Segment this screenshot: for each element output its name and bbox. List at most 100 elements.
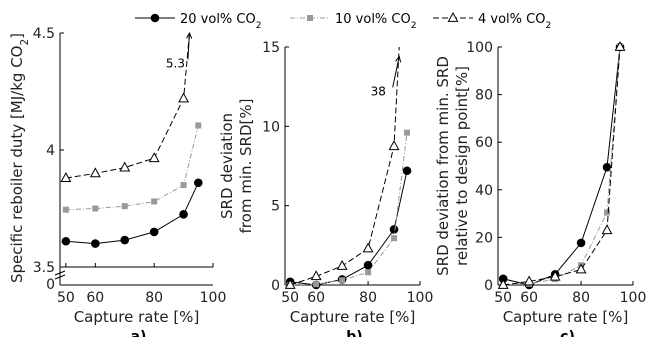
- data-point: [549, 270, 561, 281]
- x-tick-label: 50: [494, 290, 512, 306]
- y-tick-label: 0: [484, 278, 493, 294]
- y-axis-title: SRD deviation: [218, 113, 236, 219]
- y-tick-label-zero: 0: [46, 277, 55, 293]
- series-line: [290, 170, 408, 286]
- x-axis-title: Capture rate [%]: [503, 308, 629, 326]
- series-s10: [287, 129, 411, 288]
- panel-label: a): [131, 329, 147, 337]
- data-point: [402, 166, 412, 176]
- data-point: [89, 167, 101, 178]
- series-s4: [284, 46, 400, 289]
- data-point: [391, 235, 398, 242]
- data-point: [148, 152, 160, 163]
- data-point: [497, 278, 509, 289]
- x-axis-title: Capture rate [%]: [74, 308, 200, 326]
- data-point: [404, 129, 411, 136]
- legend-item-s4: 4 vol% CO2: [433, 11, 551, 31]
- annotation-arrowhead: [395, 55, 402, 63]
- y-axis-title: Specific reboiler duty [MJ/kg CO2]: [8, 33, 31, 283]
- series-s10: [62, 122, 202, 213]
- annotation-arrowhead: [186, 31, 193, 39]
- data-point: [178, 92, 190, 103]
- y-tick-label: 4: [46, 143, 55, 159]
- data-point: [363, 260, 373, 270]
- data-point: [61, 236, 71, 246]
- x-tick-label: 60: [307, 290, 325, 306]
- y-tick-label: 80: [475, 88, 493, 104]
- panel-label: c): [560, 329, 575, 337]
- data-point: [151, 198, 158, 205]
- data-point: [575, 263, 587, 274]
- data-point: [121, 203, 128, 210]
- data-point: [92, 205, 99, 212]
- y-tick-label: 4.5: [33, 26, 55, 42]
- data-point: [602, 162, 612, 172]
- legend-label: 20 vol% CO2: [180, 12, 262, 31]
- data-point: [601, 224, 613, 235]
- data-point: [523, 275, 535, 286]
- series-s4: [60, 32, 190, 182]
- x-tick-label: 60: [520, 290, 538, 306]
- x-tick-label: 80: [572, 290, 590, 306]
- series-s20: [61, 178, 203, 248]
- annotation-arrow: [392, 56, 400, 88]
- x-tick-label: 100: [407, 290, 434, 306]
- data-point: [604, 209, 611, 216]
- annotation-arrow: [187, 32, 190, 60]
- panel-b: 50 60 80 100 0 5 10 15 Capture rate [%] b) SRD dev…: [218, 40, 433, 337]
- series-s4: [497, 40, 626, 289]
- x-tick-label: 100: [620, 290, 647, 306]
- series-line: [503, 46, 621, 286]
- series-s20: [498, 42, 625, 290]
- x-tick-label: 80: [145, 290, 163, 306]
- data-point: [313, 281, 320, 288]
- legend-label: 4 vol% CO2: [478, 12, 551, 31]
- y-tick-label: 5: [271, 199, 280, 215]
- data-point: [365, 269, 372, 276]
- legend-marker: [447, 11, 459, 22]
- x-tick-label: 50: [281, 290, 299, 306]
- x-tick-label: 80: [359, 290, 377, 306]
- data-point: [149, 227, 159, 237]
- legend-item-s10: 10 vol% CO2: [290, 12, 417, 31]
- panel-label: b): [346, 329, 362, 337]
- x-tick-label: 60: [86, 290, 104, 306]
- series-line: [503, 46, 621, 286]
- annotation-label: 5.3: [166, 56, 185, 70]
- y-tick-label: 0: [271, 278, 280, 294]
- legend-marker: [150, 13, 160, 23]
- x-axis-title: Capture rate [%]: [290, 308, 416, 326]
- data-point: [362, 242, 374, 253]
- panel-c: 50 60 80 100 0 20 40 60 80 100 Capture rate [%] c) S…: [434, 40, 646, 337]
- data-point: [62, 206, 69, 213]
- x-tick-label: 100: [200, 290, 227, 306]
- y-tick-label: 40: [475, 183, 493, 199]
- series-line: [290, 46, 400, 286]
- data-point: [388, 140, 400, 151]
- data-point: [339, 277, 346, 284]
- y-tick-label: 60: [475, 135, 493, 151]
- legend-label: 10 vol% CO2: [335, 12, 417, 31]
- data-point: [336, 259, 348, 270]
- series-s20: [285, 166, 412, 290]
- series-line: [290, 132, 408, 286]
- data-point: [119, 161, 131, 172]
- y-tick-label: 100: [466, 40, 493, 56]
- data-point: [120, 235, 130, 245]
- data-point: [195, 122, 202, 129]
- y-axis-title-line2: relative to design point[%]: [453, 66, 471, 266]
- series-line: [65, 182, 199, 245]
- series-line: [65, 125, 199, 211]
- data-point: [576, 238, 586, 248]
- data-point: [179, 210, 188, 219]
- data-point: [310, 270, 322, 281]
- data-point: [389, 225, 399, 234]
- y-axis-title: SRD deviation from min. SRD: [434, 56, 452, 276]
- series-line: [503, 46, 621, 286]
- panel-a: 50 60 80 100 3.5 4 4.5 0 Capture rate [%] a) Speci…: [8, 26, 226, 337]
- y-tick-label: 20: [475, 230, 493, 246]
- data-point: [180, 182, 187, 189]
- data-point: [284, 278, 296, 289]
- y-tick-label: 10: [262, 119, 280, 135]
